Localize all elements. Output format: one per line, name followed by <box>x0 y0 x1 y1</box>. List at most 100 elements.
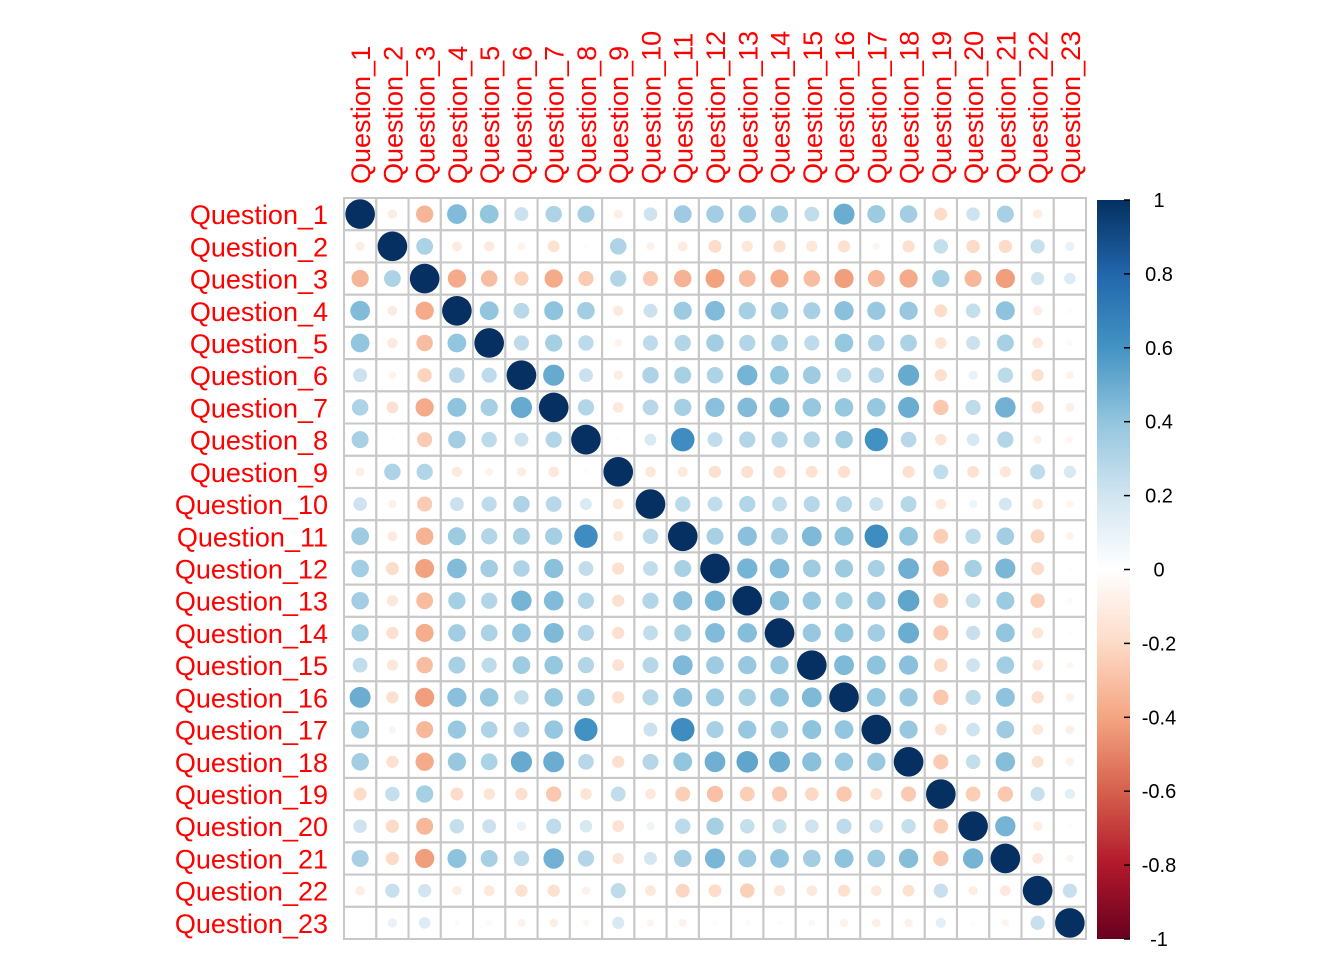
correlation-circle <box>739 495 756 513</box>
correlation-circle <box>614 339 623 347</box>
correlation-circle <box>645 466 656 478</box>
correlation-circle <box>642 399 659 416</box>
correlation-circle <box>355 885 365 896</box>
correlation-circle <box>673 591 693 611</box>
correlation-circle <box>514 432 529 447</box>
correlation-circle <box>934 304 948 318</box>
correlation-circle <box>577 688 595 707</box>
correlation-circle <box>388 371 397 380</box>
correlation-circle <box>353 368 368 383</box>
column-label: Question_7 <box>540 46 570 184</box>
correlation-circle <box>1032 821 1043 831</box>
column-label: Question_6 <box>507 46 537 184</box>
correlation-circle <box>548 466 560 478</box>
correlation-circle <box>934 369 947 382</box>
correlation-circle <box>870 788 883 800</box>
correlation-circle <box>996 656 1015 674</box>
correlation-circle <box>968 885 978 896</box>
correlation-circle <box>384 270 401 287</box>
correlation-circle <box>740 883 755 898</box>
correlation-circle <box>773 240 786 253</box>
correlation-circle <box>868 334 885 352</box>
correlation-circle <box>934 658 948 672</box>
correlation-circle <box>673 752 693 772</box>
correlation-circle <box>898 396 920 418</box>
correlation-circle <box>966 433 980 446</box>
correlation-circle <box>902 240 915 253</box>
correlation-circle <box>612 755 625 768</box>
correlation-circle <box>1031 369 1044 382</box>
correlation-circle <box>418 884 432 898</box>
correlation-circle <box>1001 919 1009 927</box>
column-label: Question_17 <box>862 31 892 184</box>
correlation-circle <box>835 559 854 578</box>
correlation-circle <box>670 427 695 452</box>
correlation-circle <box>448 624 466 642</box>
correlation-circle <box>771 527 789 545</box>
correlation-circle <box>613 209 623 219</box>
correlation-circle <box>1066 661 1074 669</box>
correlation-circle <box>544 269 563 288</box>
correlation-circle <box>737 397 758 418</box>
correlation-circle <box>416 656 433 674</box>
correlation-circle <box>834 398 854 417</box>
correlation-circle <box>737 365 758 386</box>
correlation-circle <box>933 239 949 254</box>
correlation-circle <box>612 402 624 413</box>
correlation-circle <box>513 560 530 577</box>
correlation-circle <box>933 528 949 544</box>
correlation-circle <box>515 787 528 801</box>
correlation-circle <box>643 561 658 576</box>
correlation-circle <box>965 689 981 705</box>
correlation-circle <box>574 524 598 549</box>
correlation-circle <box>933 754 949 770</box>
correlation-circle <box>808 919 816 927</box>
correlation-circle <box>901 818 916 834</box>
correlation-circle <box>416 205 434 223</box>
correlation-circle <box>677 466 688 477</box>
correlation-circle <box>612 691 625 704</box>
column-label: Question_8 <box>572 46 602 184</box>
correlation-circle <box>837 465 851 478</box>
correlation-circle <box>803 302 821 320</box>
correlation-circle <box>1030 786 1045 802</box>
correlation-circle <box>902 884 915 897</box>
correlation-circle <box>385 562 399 575</box>
correlation-circle <box>451 466 463 477</box>
correlation-circle <box>1055 908 1085 938</box>
correlation-circle <box>1032 627 1044 639</box>
column-label: Question_21 <box>991 31 1021 184</box>
correlation-circle <box>770 301 789 320</box>
correlation-circle <box>706 656 724 675</box>
correlation-circle <box>836 367 852 383</box>
correlation-circle <box>673 269 692 288</box>
correlation-circle <box>610 883 626 899</box>
correlation-circle <box>385 851 400 866</box>
correlation-circle <box>582 919 590 927</box>
correlation-circle <box>933 625 949 641</box>
correlation-circle <box>415 398 434 417</box>
colorbar-tick-label: -0.6 <box>1142 781 1176 803</box>
correlation-circle <box>484 241 495 252</box>
correlation-circle <box>386 595 398 607</box>
correlation-circles <box>345 199 1085 938</box>
correlation-circle <box>835 592 853 610</box>
correlation-circle <box>933 818 949 834</box>
correlation-circle <box>416 237 434 255</box>
correlation-circle <box>803 431 820 448</box>
correlation-circle <box>510 751 533 773</box>
correlation-circle <box>1067 630 1072 636</box>
column-label: Question_16 <box>830 31 860 184</box>
correlation-circle <box>898 622 920 644</box>
correlation-circle <box>964 559 982 578</box>
correlation-circle <box>642 592 659 609</box>
correlation-circle <box>577 205 595 223</box>
correlation-circle <box>645 788 656 800</box>
correlation-circle <box>739 431 756 448</box>
correlation-circle <box>741 465 754 478</box>
correlation-circle <box>999 466 1011 478</box>
correlation-circle <box>967 465 980 478</box>
correlation-circle <box>995 816 1016 837</box>
correlation-circle <box>934 723 947 736</box>
correlation-circle <box>1067 823 1073 829</box>
